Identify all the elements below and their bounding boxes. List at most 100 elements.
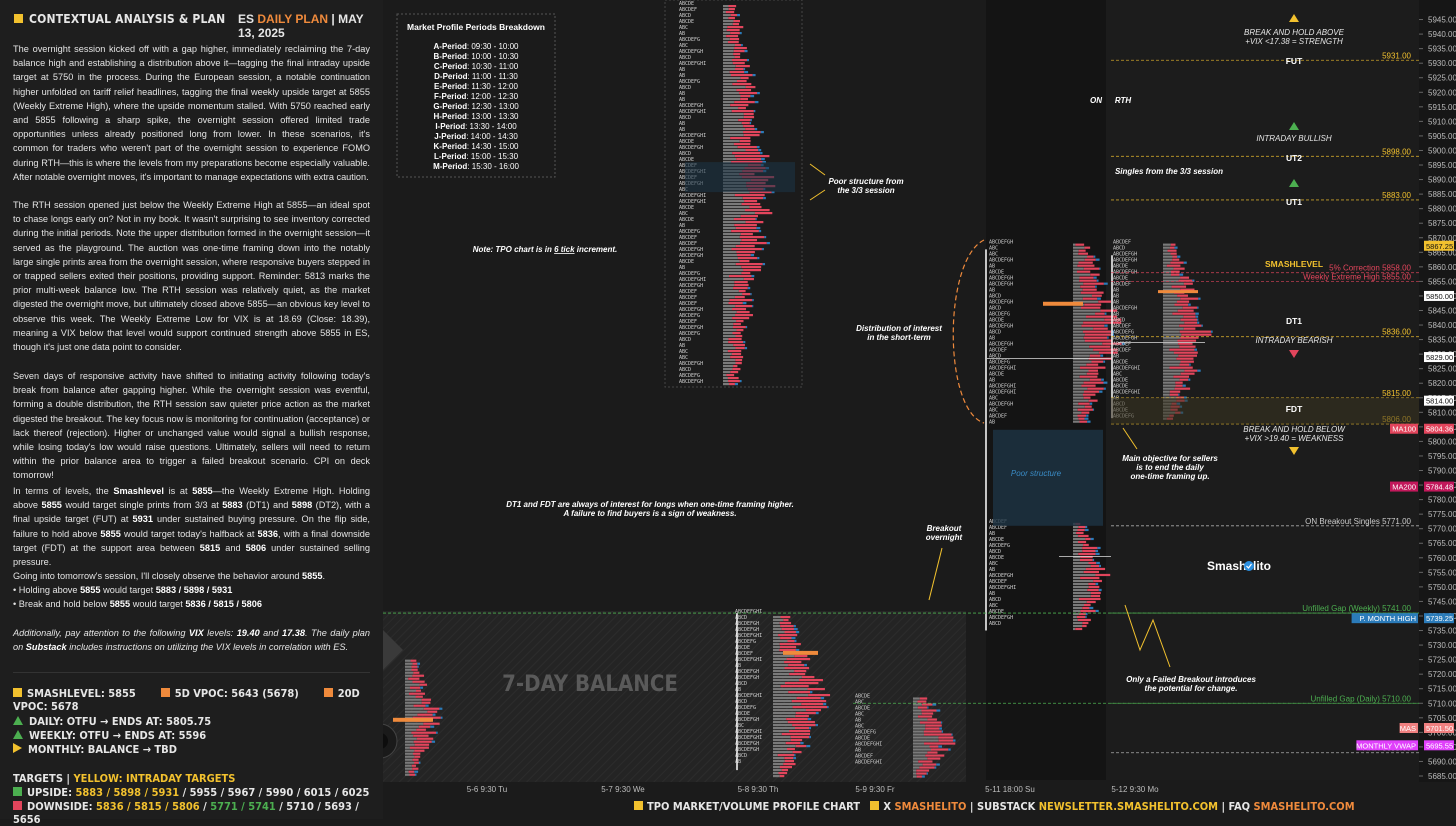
volume-bar: [1073, 549, 1083, 553]
price-tick-label: 5915.00: [1428, 103, 1456, 112]
volume-bar: [1073, 420, 1080, 423]
volume-bar: [1163, 330, 1180, 333]
volume-bar: [1073, 540, 1078, 544]
volume-bar: [1073, 327, 1094, 330]
volume-bar: [1073, 270, 1078, 273]
price-tick-label: 5730.00: [1428, 641, 1456, 650]
volume-bar-buy: [794, 639, 797, 643]
tpo-letters: ABCDEF: [989, 525, 1007, 531]
volume-bar-sell: [1179, 330, 1212, 333]
volume-bar-buy: [420, 686, 424, 689]
volume-bar: [1163, 306, 1183, 309]
volume-bar: [723, 242, 741, 245]
ma-tag-label: MA100: [1392, 425, 1416, 434]
volume-bar: [723, 83, 733, 86]
volume-bar-sell: [733, 20, 740, 23]
volume-bar-sell: [1093, 579, 1102, 583]
price-tag: [1424, 613, 1454, 624]
substack-link[interactable]: NEWSLETTER.SMASHELITO.COM: [1038, 800, 1218, 813]
volume-bar: [773, 654, 795, 658]
tpo-letters: ABCDE: [989, 372, 1004, 378]
volume-bar-sell: [735, 263, 763, 266]
volume-bar: [1163, 309, 1178, 312]
volume-bar: [773, 663, 789, 667]
volume-bar: [1073, 258, 1085, 261]
volume-bar-sell: [1088, 582, 1096, 586]
break-above-label: BREAK AND HOLD ABOVE: [1244, 28, 1345, 37]
on-label: ON: [1090, 96, 1102, 105]
volume-bar: [1163, 375, 1174, 378]
volume-bar-sell: [916, 775, 922, 778]
volume-bar: [773, 687, 808, 691]
volume-bar: [723, 377, 728, 380]
volume-bar-buy: [1095, 258, 1100, 261]
volume-bar-buy: [941, 721, 943, 724]
volume-bar: [405, 728, 417, 731]
tpo-letters: ABCD: [679, 337, 691, 343]
price-tick-label: 5875.00: [1428, 219, 1456, 228]
time-tick-label: 5-6 9:30 Tu: [467, 785, 507, 794]
volume-bar-buy: [800, 741, 804, 745]
volume-bar: [405, 737, 417, 740]
price-tick-label: 5720.00: [1428, 670, 1456, 679]
tpo-letters: ABCDE: [735, 645, 750, 651]
volume-bar: [773, 669, 795, 673]
volume-bar-sell: [925, 727, 940, 730]
dt1-note-2: A failure to find buyers is a sign of we…: [562, 509, 736, 518]
tpo-letters: ABCDEFGH: [989, 573, 1013, 579]
volume-bar-sell: [1084, 603, 1091, 607]
volume-bar: [773, 759, 785, 763]
x-link[interactable]: SMASHELITO: [894, 800, 967, 813]
tpo-letters: ABCDEFGHI: [679, 109, 706, 115]
volume-bar: [723, 95, 741, 98]
volume-bar-sell: [731, 161, 763, 164]
volume-bar-buy: [1093, 408, 1095, 411]
volume-bar-sell: [781, 732, 810, 736]
paragraph-tomorrow: Going into tomorrow's session, I'll clos…: [13, 571, 325, 610]
volume-bar-sell: [734, 194, 765, 197]
volume-bar-sell: [786, 657, 811, 661]
volume-bar: [913, 739, 939, 742]
volume-bar: [773, 618, 784, 622]
volume-bar-sell: [1079, 558, 1093, 562]
volume-bar: [1073, 369, 1089, 372]
volume-bar: [405, 659, 411, 662]
tpo-letters: ABCDEFGH: [735, 621, 759, 627]
volume-bar-sell: [1082, 297, 1098, 300]
volume-bar: [1073, 402, 1079, 405]
volume-bar: [1073, 579, 1094, 583]
tpo-letters: ABCDEFGH: [989, 324, 1013, 330]
ma-tag: [1390, 423, 1418, 434]
volume-bar: [913, 745, 930, 748]
volume-bar-sell: [1078, 612, 1086, 616]
volume-bar: [1163, 378, 1180, 381]
volume-bar: [723, 305, 736, 308]
volume-bar-sell: [1093, 327, 1108, 330]
volume-bar: [913, 697, 920, 700]
volume-bar: [1073, 351, 1099, 354]
volume-bar-sell: [1083, 543, 1089, 547]
volume-bar-buy: [1086, 414, 1089, 417]
tpo-letters: ABCDEFGH: [989, 282, 1013, 288]
volume-bar-sell: [732, 62, 745, 65]
volume-bar-sell: [1082, 621, 1089, 625]
volume-bar: [773, 645, 780, 649]
volume-bar-sell: [735, 68, 744, 71]
volume-bar-sell: [734, 224, 757, 227]
faq-link[interactable]: SMASHELITO.COM: [1253, 800, 1355, 813]
volume-bar: [913, 718, 928, 721]
price-tick-label: 5925.00: [1428, 74, 1456, 83]
tpo-letters: ABCD: [679, 367, 691, 373]
volume-bar: [1163, 312, 1173, 315]
tpo-letters: ABC: [735, 723, 744, 729]
volume-bar-buy: [758, 230, 762, 233]
panel-title: CONTEXTUAL ANALYSIS & PLAN: [14, 12, 225, 26]
volume-bar-sell: [427, 710, 438, 713]
volume-bar-buy: [1188, 303, 1191, 306]
time-tick-label: 5-8 9:30 Th: [738, 785, 779, 794]
volume-bar: [723, 35, 727, 38]
volume-bar-buy: [815, 711, 819, 715]
volume-bar-sell: [1084, 405, 1092, 408]
volume-bar-sell: [784, 660, 802, 664]
volume-bar-sell: [929, 745, 939, 748]
